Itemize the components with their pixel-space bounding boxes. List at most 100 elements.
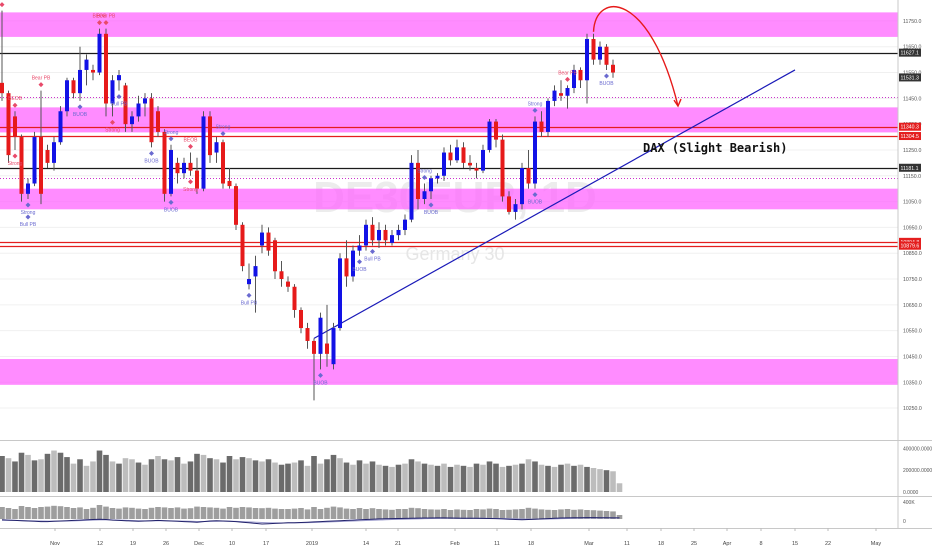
candle[interactable] bbox=[156, 106, 160, 138]
volume-bar[interactable] bbox=[480, 464, 486, 492]
candle[interactable] bbox=[390, 229, 394, 246]
volume-bar[interactable] bbox=[304, 465, 311, 492]
ascending-trendline[interactable] bbox=[313, 69, 796, 339]
candle[interactable] bbox=[318, 312, 323, 370]
indicator-bar[interactable] bbox=[161, 507, 168, 519]
zone-band[interactable] bbox=[0, 359, 898, 385]
candle[interactable] bbox=[325, 304, 329, 367]
indicator-bar[interactable] bbox=[226, 507, 233, 519]
indicator-bar[interactable] bbox=[90, 507, 96, 519]
pattern-marker[interactable]: Strong bbox=[417, 169, 432, 181]
candle[interactable] bbox=[338, 253, 342, 331]
candle[interactable] bbox=[130, 111, 134, 132]
indicator-bar[interactable] bbox=[298, 508, 304, 519]
pattern-marker[interactable]: BUOB bbox=[528, 192, 543, 206]
volume-bar[interactable] bbox=[291, 462, 298, 492]
indicator-bar[interactable] bbox=[512, 509, 519, 519]
volume-bar[interactable] bbox=[454, 464, 460, 492]
indicator-bar[interactable] bbox=[551, 510, 558, 519]
chart-annotation[interactable]: DAX (Slight Bearish) bbox=[643, 141, 788, 155]
volume-bar[interactable] bbox=[616, 483, 623, 492]
volume-bar[interactable] bbox=[382, 465, 389, 492]
indicator-bar[interactable] bbox=[545, 509, 551, 519]
indicator-bar[interactable] bbox=[519, 509, 525, 519]
candle[interactable] bbox=[286, 276, 290, 292]
volume-bar[interactable] bbox=[343, 462, 350, 492]
pattern-marker[interactable]: Bull PB bbox=[364, 248, 381, 263]
pattern-marker[interactable]: Strong bbox=[8, 153, 23, 167]
indicator-bar[interactable] bbox=[278, 509, 285, 519]
indicator-bar[interactable] bbox=[363, 509, 369, 519]
candle[interactable] bbox=[403, 214, 407, 236]
volume-bar[interactable] bbox=[512, 464, 519, 492]
indicator-bar[interactable] bbox=[213, 507, 220, 519]
candle[interactable] bbox=[266, 227, 271, 256]
indicator-bar[interactable] bbox=[83, 509, 90, 519]
indicator-bar[interactable] bbox=[135, 508, 142, 519]
candle[interactable] bbox=[598, 41, 602, 65]
candle[interactable] bbox=[149, 93, 154, 148]
candle[interactable] bbox=[591, 33, 596, 65]
volume-bar[interactable] bbox=[577, 464, 584, 492]
volume-bar[interactable] bbox=[311, 456, 317, 492]
volume-bar[interactable] bbox=[395, 464, 402, 492]
price-badge[interactable]: 11531.3 bbox=[899, 73, 921, 82]
candle[interactable] bbox=[377, 222, 381, 249]
volume-bar[interactable] bbox=[324, 459, 330, 492]
volume-bar[interactable] bbox=[187, 461, 194, 492]
indicator-bar[interactable] bbox=[493, 509, 499, 519]
volume-bar[interactable] bbox=[415, 461, 421, 492]
indicator-bar[interactable] bbox=[610, 511, 616, 519]
indicator-bar[interactable] bbox=[434, 509, 441, 519]
volume-bar[interactable] bbox=[369, 461, 376, 492]
candle[interactable] bbox=[253, 255, 258, 313]
volume-bar[interactable] bbox=[90, 461, 96, 492]
volume-bar[interactable] bbox=[51, 450, 57, 492]
candle[interactable] bbox=[292, 284, 297, 318]
volume-bar[interactable] bbox=[181, 463, 187, 492]
candle[interactable] bbox=[110, 75, 115, 117]
volume-bar[interactable] bbox=[259, 461, 265, 492]
candle[interactable] bbox=[104, 28, 108, 117]
pattern-marker[interactable]: BUOB bbox=[144, 150, 159, 165]
price-badge[interactable]: 11340.3 bbox=[899, 122, 921, 131]
candle[interactable] bbox=[539, 111, 544, 138]
indicator-bar[interactable] bbox=[57, 506, 64, 519]
pattern-marker[interactable]: Strong bbox=[183, 179, 198, 193]
indicator-bar[interactable] bbox=[564, 509, 571, 519]
candle[interactable] bbox=[208, 111, 212, 163]
indicator-bar[interactable] bbox=[428, 509, 434, 519]
indicator-bar[interactable] bbox=[220, 508, 226, 519]
candle[interactable] bbox=[227, 168, 232, 189]
candle[interactable] bbox=[19, 134, 24, 202]
pattern-marker[interactable]: Bull PB bbox=[111, 94, 128, 108]
candle[interactable] bbox=[572, 64, 576, 94]
volume-bar[interactable] bbox=[0, 456, 5, 492]
pattern-marker[interactable]: BUOB bbox=[424, 202, 439, 216]
indicator-bar[interactable] bbox=[259, 508, 265, 519]
pattern-marker[interactable]: BUOB bbox=[313, 372, 328, 386]
indicator-bar[interactable] bbox=[597, 510, 603, 519]
indicator-bar[interactable] bbox=[174, 507, 181, 519]
volume-bar[interactable] bbox=[272, 462, 278, 492]
volume-bar[interactable] bbox=[519, 463, 525, 492]
candle[interactable] bbox=[312, 338, 316, 401]
candle[interactable] bbox=[383, 224, 388, 246]
indicator-bar[interactable] bbox=[324, 507, 330, 519]
candle[interactable] bbox=[513, 198, 518, 220]
volume-bar[interactable] bbox=[350, 464, 356, 492]
indicator-bar[interactable] bbox=[382, 509, 389, 519]
candle[interactable] bbox=[52, 137, 56, 171]
volume-bar[interactable] bbox=[597, 469, 603, 492]
volume-bar[interactable] bbox=[135, 462, 142, 492]
indicator-bar[interactable] bbox=[447, 510, 454, 519]
indicator-bar[interactable] bbox=[116, 508, 122, 519]
indicator-bar[interactable] bbox=[233, 507, 239, 519]
volume-bar[interactable] bbox=[571, 465, 577, 492]
pattern-marker[interactable]: Bear PB bbox=[32, 76, 51, 88]
volume-bar[interactable] bbox=[447, 466, 454, 492]
candle[interactable] bbox=[474, 162, 479, 179]
candle[interactable] bbox=[370, 217, 375, 246]
volume-bar[interactable] bbox=[590, 468, 597, 492]
pattern-marker[interactable]: BEOB bbox=[93, 14, 108, 26]
